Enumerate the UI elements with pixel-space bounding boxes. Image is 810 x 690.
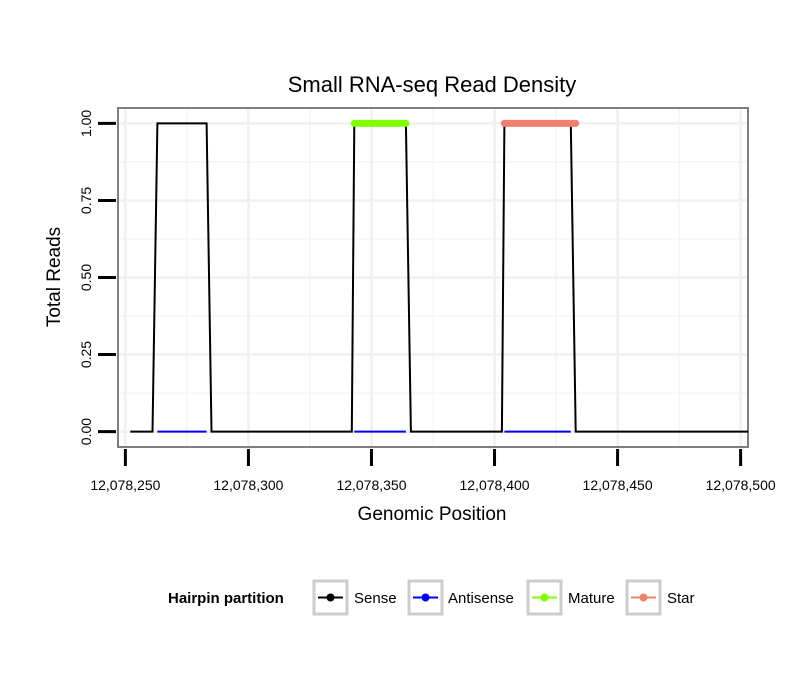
legend-key-point (639, 593, 648, 602)
legend-items: Sense Antisense Mature Star (312, 579, 695, 616)
legend-item-sense: Sense (312, 579, 397, 616)
y-tick-label: 0.75 (78, 187, 94, 214)
legend-label: Mature (568, 590, 615, 607)
x-tick-label: 12,078,250 (90, 477, 160, 493)
legend-title: Hairpin partition (168, 590, 284, 607)
y-tick-label: 0.00 (78, 418, 94, 445)
legend-label: Sense (354, 590, 397, 607)
legend-label: Star (667, 590, 695, 607)
legend: Hairpin partition Sense Antisense Mature St… (168, 579, 695, 616)
legend-key-point (540, 593, 549, 602)
legend-key-point (421, 593, 430, 602)
axes-layer: 0.00 0.25 0.50 0.75 1.00 12,078,250 12,078,300… (78, 110, 776, 493)
legend-label: Antisense (448, 590, 514, 607)
x-axis-title: Genomic Position (358, 504, 507, 525)
series-layer (130, 119, 748, 433)
chart-title: Small RNA-seq Read Density (288, 72, 577, 97)
x-tick-label: 12,078,450 (583, 477, 653, 493)
x-tick-label: 12,078,400 (459, 477, 529, 493)
legend-key-point (326, 593, 335, 602)
legend-item-star: Star (625, 579, 695, 616)
y-tick-label: 1.00 (78, 110, 94, 137)
grid-lines (118, 108, 748, 447)
x-tick-label: 12,078,500 (706, 477, 776, 493)
y-axis-title: Total Reads (44, 227, 65, 327)
plot-panel (117, 107, 749, 448)
legend-item-mature: Mature (526, 579, 615, 616)
legend-item-antisense: Antisense (407, 579, 514, 616)
x-tick-label: 12,078,350 (336, 477, 406, 493)
x-tick-label: 12,078,300 (213, 477, 283, 493)
y-tick-label: 0.50 (78, 264, 94, 291)
y-tick-label: 0.25 (78, 341, 94, 368)
